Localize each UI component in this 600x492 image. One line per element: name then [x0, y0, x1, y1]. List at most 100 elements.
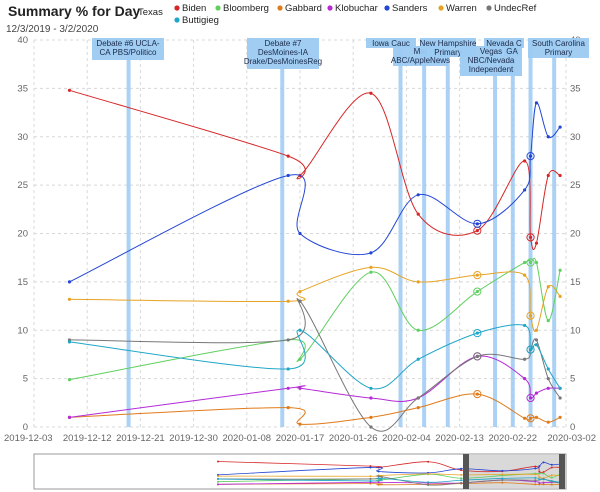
- data-point-klobuchar[interactable]: [523, 377, 527, 381]
- data-point-buttigieg[interactable]: [475, 331, 479, 335]
- data-point-klobuchar[interactable]: [286, 386, 290, 390]
- data-point-warren[interactable]: [369, 265, 373, 269]
- data-point-biden[interactable]: [67, 88, 72, 92]
- data-point-biden[interactable]: [558, 173, 562, 178]
- series-line-bloomberg[interactable]: [69, 257, 561, 381]
- data-point-gabbard[interactable]: [298, 422, 302, 426]
- data-point-klobuchar[interactable]: [534, 391, 539, 395]
- data-point-warren[interactable]: [528, 314, 533, 318]
- data-point-sanders[interactable]: [475, 222, 479, 226]
- data-point-gabbard[interactable]: [523, 416, 527, 420]
- series-line-biden[interactable]: [69, 89, 561, 250]
- data-point-bloomberg[interactable]: [528, 260, 533, 265]
- legend-item-biden[interactable]: Biden: [182, 3, 206, 14]
- data-point-gabbard[interactable]: [416, 406, 420, 410]
- data-point-biden[interactable]: [286, 154, 290, 158]
- data-point-undecref[interactable]: [286, 338, 290, 342]
- data-point-sanders[interactable]: [298, 231, 302, 236]
- data-point-undecref[interactable]: [475, 354, 479, 358]
- series-line-gabbard[interactable]: [69, 393, 561, 425]
- data-point-gabbard[interactable]: [528, 416, 533, 420]
- data-point-undecref[interactable]: [298, 299, 302, 303]
- data-point-sanders[interactable]: [523, 188, 527, 192]
- data-point-gabbard[interactable]: [286, 406, 290, 410]
- data-point-buttigieg[interactable]: [558, 386, 562, 390]
- data-point-biden[interactable]: [546, 173, 550, 178]
- data-point-biden[interactable]: [475, 228, 479, 233]
- data-point-buttigieg[interactable]: [298, 328, 302, 332]
- data-point-biden[interactable]: [528, 235, 533, 239]
- data-point-sanders[interactable]: [558, 125, 562, 129]
- data-point-sanders[interactable]: [67, 280, 72, 284]
- data-point-bloomberg[interactable]: [546, 318, 550, 323]
- navigator-handle-right[interactable]: [559, 454, 565, 489]
- data-point-sanders[interactable]: [369, 251, 373, 255]
- data-point-klobuchar[interactable]: [298, 386, 302, 390]
- data-point-gabbard[interactable]: [546, 420, 550, 424]
- series-line-warren[interactable]: [69, 266, 561, 332]
- legend-item-bloomberg[interactable]: Bloomberg: [223, 3, 269, 14]
- data-point-buttigieg[interactable]: [67, 340, 72, 344]
- data-point-undecref[interactable]: [369, 425, 373, 429]
- data-point-bloomberg[interactable]: [475, 289, 479, 294]
- data-point-warren[interactable]: [546, 285, 550, 289]
- data-point-warren[interactable]: [523, 273, 527, 277]
- data-point-buttigieg[interactable]: [546, 367, 550, 371]
- legend-item-klobuchar[interactable]: Klobuchar: [335, 3, 378, 14]
- series-lines[interactable]: [67, 88, 562, 432]
- data-point-klobuchar[interactable]: [67, 415, 72, 419]
- legend-item-gabbard[interactable]: Gabbard: [285, 3, 322, 14]
- series-line-sanders[interactable]: [69, 102, 561, 283]
- data-point-undecref[interactable]: [558, 396, 562, 400]
- data-point-warren[interactable]: [416, 280, 420, 284]
- data-point-undecref[interactable]: [416, 396, 420, 400]
- data-point-bloomberg[interactable]: [534, 260, 539, 265]
- data-point-warren[interactable]: [286, 299, 290, 303]
- data-point-gabbard[interactable]: [475, 392, 479, 396]
- data-point-warren[interactable]: [475, 273, 479, 277]
- data-point-bloomberg[interactable]: [558, 268, 562, 272]
- data-point-gabbard[interactable]: [534, 415, 539, 419]
- data-point-bloomberg[interactable]: [298, 357, 302, 361]
- data-point-warren[interactable]: [534, 328, 539, 332]
- data-point-biden[interactable]: [523, 159, 527, 163]
- data-point-buttigieg[interactable]: [286, 367, 290, 371]
- data-point-undecref[interactable]: [534, 338, 539, 342]
- data-point-biden[interactable]: [416, 212, 420, 216]
- chart-title: Summary % for Day: [8, 3, 140, 19]
- legend-item-undecref[interactable]: UndecRef: [494, 3, 537, 14]
- data-point-buttigieg[interactable]: [534, 343, 539, 347]
- data-point-buttigieg[interactable]: [523, 323, 527, 328]
- data-point-warren[interactable]: [298, 289, 302, 294]
- navigator-handle-left[interactable]: [463, 454, 469, 489]
- data-point-buttigieg[interactable]: [416, 357, 420, 361]
- legend[interactable]: Biden Bloomberg Gabbard Klobuchar Sanders War…: [174, 3, 537, 26]
- data-point-klobuchar[interactable]: [528, 396, 533, 400]
- data-point-bloomberg[interactable]: [416, 328, 420, 332]
- data-point-bloomberg[interactable]: [523, 260, 527, 265]
- data-point-sanders[interactable]: [534, 101, 539, 105]
- data-point-warren[interactable]: [67, 297, 72, 301]
- data-point-buttigieg[interactable]: [528, 348, 533, 352]
- range-navigator[interactable]: [33, 453, 567, 490]
- data-point-sanders[interactable]: [546, 135, 550, 139]
- data-point-biden[interactable]: [369, 91, 373, 95]
- data-point-bloomberg[interactable]: [67, 377, 72, 382]
- y-tick-label-left: 20: [17, 229, 28, 240]
- data-point-gabbard[interactable]: [369, 415, 373, 419]
- data-point-undecref[interactable]: [523, 357, 527, 361]
- data-point-klobuchar[interactable]: [546, 386, 550, 390]
- legend-item-warren[interactable]: Warren: [446, 3, 477, 14]
- data-point-biden[interactable]: [534, 241, 539, 245]
- legend-item-sanders[interactable]: Sanders: [392, 3, 428, 14]
- data-point-undecref[interactable]: [546, 377, 550, 381]
- legend-item-buttigieg[interactable]: Buttigieg: [182, 15, 219, 26]
- data-point-gabbard[interactable]: [558, 415, 562, 419]
- data-point-bloomberg[interactable]: [369, 270, 373, 274]
- data-point-klobuchar[interactable]: [369, 396, 373, 400]
- data-point-buttigieg[interactable]: [369, 386, 373, 390]
- data-point-warren[interactable]: [558, 294, 562, 298]
- data-point-sanders[interactable]: [528, 154, 533, 158]
- data-point-sanders[interactable]: [416, 193, 420, 197]
- data-point-sanders[interactable]: [286, 173, 290, 178]
